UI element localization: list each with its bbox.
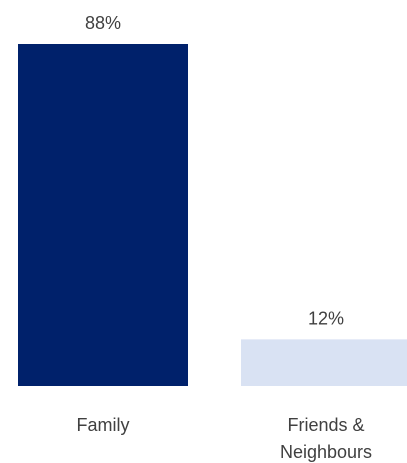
data-label: 12%	[308, 308, 344, 328]
bar-friends-neighbours	[241, 339, 407, 386]
category-label: Family	[77, 415, 130, 435]
data-label: 88%	[85, 13, 121, 33]
category-label: Neighbours	[280, 442, 372, 462]
category-label: Friends &	[287, 415, 364, 435]
bar-family	[18, 44, 188, 386]
